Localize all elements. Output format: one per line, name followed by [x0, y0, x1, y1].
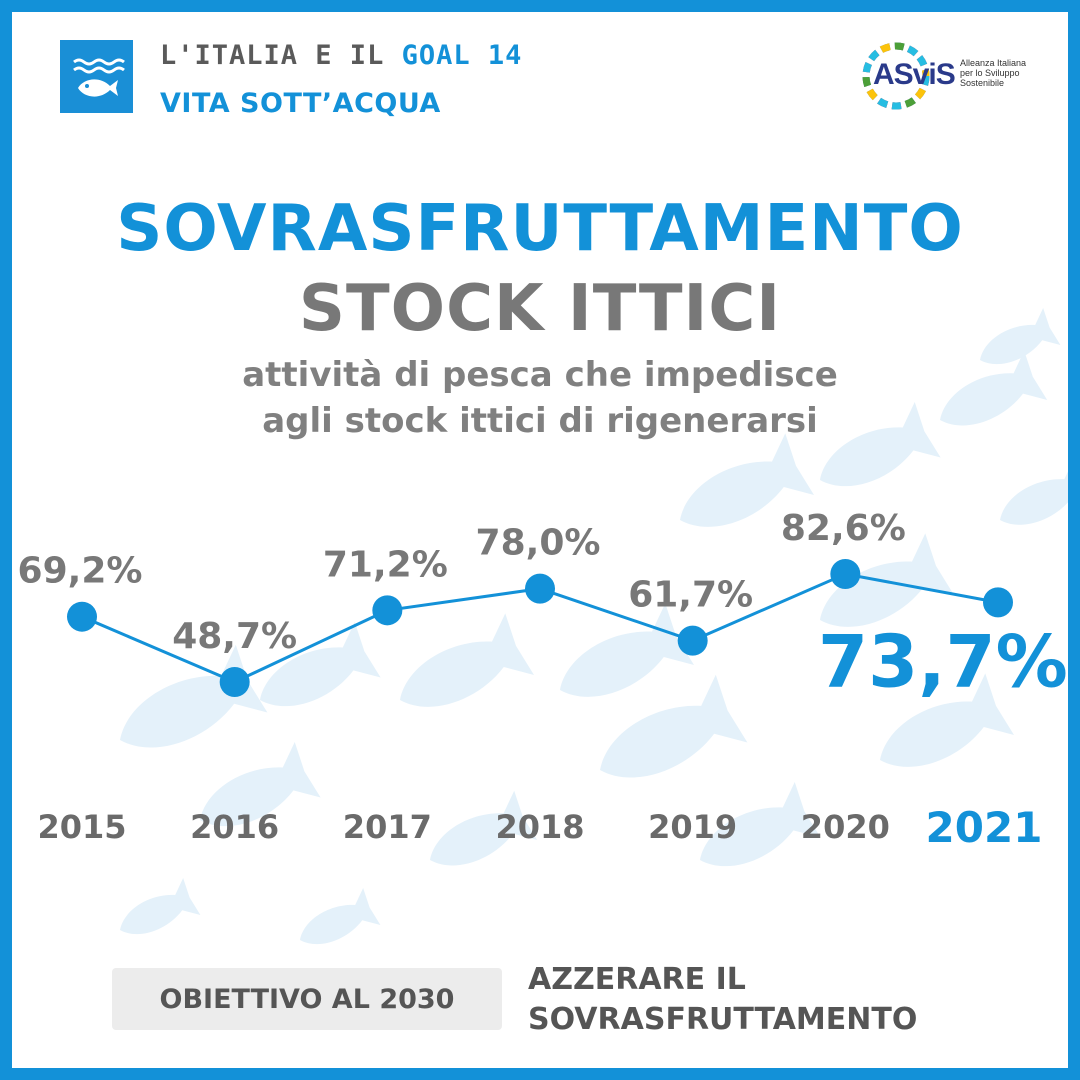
data-point — [372, 595, 403, 626]
x-tick-label: 2019 — [648, 808, 737, 846]
data-label: 78,0% — [476, 523, 601, 564]
data-point — [67, 601, 97, 632]
subtitle: attività di pesca che impedisce agli sto… — [0, 352, 1080, 444]
data-label: 71,2% — [323, 544, 448, 585]
data-label: 82,6% — [781, 508, 906, 549]
target-text: AZZERARE IL SOVRASFRUTTAMENTO — [528, 960, 917, 1040]
header-title: L'ITALIA E IL GOAL 14 — [160, 40, 522, 71]
data-label: 69,2% — [18, 551, 143, 592]
goal-14-fish-icon — [60, 40, 133, 113]
secondary-title: STOCK ITTICI — [298, 272, 782, 346]
x-tick-label: 2016 — [190, 808, 279, 846]
data-label: 61,7% — [628, 575, 753, 616]
logo-sub-line: Sostenibile — [960, 78, 1005, 88]
subtitle-line-2: agli stock ittici di rigenerarsi — [262, 401, 818, 441]
asvis-logo — [862, 42, 930, 110]
x-tick-label: 2018 — [495, 808, 584, 846]
x-tick-label: 2015 — [37, 808, 126, 846]
header-prefix: L'ITALIA E IL — [160, 40, 402, 71]
x-tick-label: 2021 — [926, 803, 1043, 852]
data-point — [983, 587, 1013, 618]
main-title: SOVRASFRUTTAMENTO — [116, 192, 964, 266]
logo-subtitle: Alleanza Italiana per lo Sviluppo Sosten… — [960, 58, 1040, 88]
data-point — [525, 573, 555, 604]
target-text-line-2: SOVRASFRUTTAMENTO — [528, 1002, 918, 1037]
x-tick-label: 2020 — [801, 808, 890, 846]
logo-name: ASviS — [873, 58, 956, 91]
data-label: 73,7% — [818, 619, 1068, 703]
data-point — [830, 559, 861, 589]
x-tick-label: 2017 — [343, 808, 432, 846]
header-subtitle: VITA SOTT’ACQUA — [160, 88, 441, 119]
target-label: OBIETTIVO AL 2030 — [159, 983, 455, 1015]
data-label: 48,7% — [172, 616, 297, 657]
data-point — [677, 625, 708, 656]
data-point — [219, 667, 250, 697]
subtitle-line-1: attività di pesca che impedisce — [242, 355, 838, 395]
target-text-line-1: AZZERARE IL — [528, 962, 746, 997]
logo-sub-line: Alleanza Italiana — [960, 58, 1027, 68]
header-goal: GOAL 14 — [401, 40, 523, 71]
logo-sub-line: per lo Sviluppo — [960, 68, 1020, 78]
target-label-box: OBIETTIVO AL 2030 — [112, 968, 502, 1030]
